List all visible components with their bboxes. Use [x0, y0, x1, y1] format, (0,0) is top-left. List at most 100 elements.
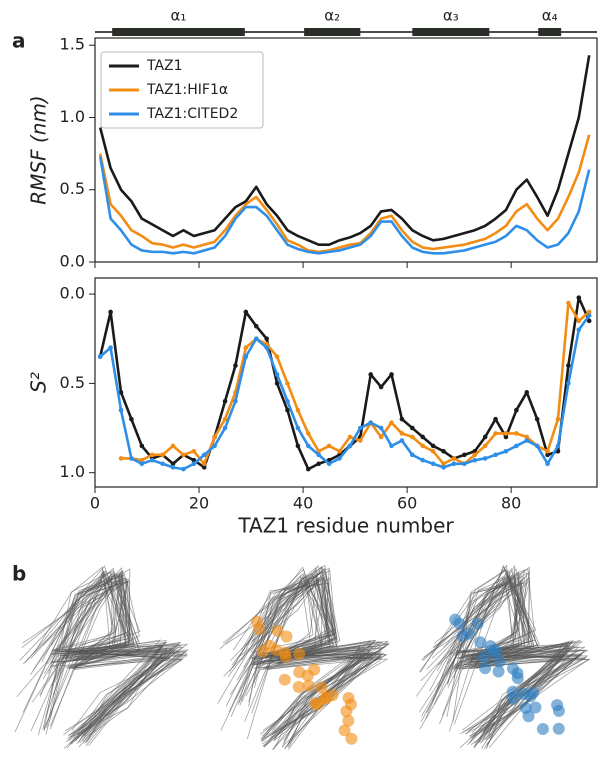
y-tick-label: 0.5 [60, 373, 85, 392]
ligand-atom [293, 648, 306, 661]
point [326, 461, 332, 467]
legend-label: TAZ1:CITED2 [146, 106, 238, 122]
point [285, 407, 290, 413]
point [243, 309, 249, 315]
y-tick-label: 1.0 [60, 107, 85, 126]
point [358, 438, 363, 443]
point [399, 416, 405, 422]
point [285, 381, 290, 386]
ligand-atom [292, 681, 305, 694]
series-line [98, 134, 591, 254]
helix [112, 28, 245, 36]
point [430, 461, 436, 467]
point [566, 381, 571, 386]
backbone-trace [41, 570, 188, 732]
point [576, 327, 582, 333]
point [274, 381, 280, 386]
point [586, 318, 592, 324]
y-tick-label: 0.5 [60, 179, 85, 198]
point [295, 407, 301, 413]
point [368, 372, 374, 377]
y-tick-label: 1.0 [60, 462, 85, 481]
point [482, 434, 488, 440]
legend-box [100, 51, 264, 129]
ligand-atom [492, 665, 505, 678]
point [410, 425, 415, 431]
point [316, 461, 321, 467]
point [430, 448, 436, 454]
point [545, 448, 550, 454]
point [441, 448, 446, 454]
point [451, 456, 457, 461]
panel-label: b [12, 562, 26, 586]
point [201, 465, 207, 470]
point [316, 452, 321, 458]
point [399, 438, 405, 443]
point [545, 461, 550, 467]
point [97, 354, 103, 359]
ligand-atom [271, 624, 284, 637]
point [576, 318, 582, 324]
ligand-atom [279, 650, 292, 663]
series-line [121, 301, 591, 466]
point [170, 461, 176, 467]
point [493, 431, 498, 436]
point [472, 452, 478, 458]
point [181, 452, 186, 458]
point [389, 372, 394, 377]
y-axis-label: S² [27, 372, 51, 393]
backbone-trace [39, 577, 178, 739]
point [243, 354, 249, 359]
point [389, 420, 394, 425]
ligand-atom [278, 673, 291, 686]
y-tick-label: 0.0 [60, 284, 85, 303]
x-tick-label: 40 [293, 494, 313, 513]
helix [304, 28, 361, 36]
plot-frame [94, 37, 598, 263]
ligand-atom [493, 655, 506, 668]
legend-label: TAZ1:HIF1α [146, 82, 228, 98]
ligand-atom [522, 710, 535, 723]
point [129, 456, 134, 461]
point [514, 431, 519, 436]
point [503, 434, 509, 440]
ligand-atom [302, 679, 315, 692]
point [420, 434, 426, 440]
point [503, 448, 509, 454]
point [378, 425, 384, 431]
y-tick-label: 1.5 [60, 35, 85, 54]
point [118, 407, 124, 413]
ligand-atom [552, 722, 565, 735]
point [472, 457, 478, 463]
ligand-atom [529, 701, 542, 714]
point [441, 465, 446, 470]
point [326, 443, 332, 449]
point [524, 390, 530, 395]
point [108, 309, 113, 315]
y-tick-label: 0.0 [60, 252, 85, 271]
point [243, 345, 249, 350]
ligand-atom [463, 627, 476, 640]
point [337, 448, 342, 454]
y-axis-label: RMSF (nm) [27, 95, 51, 204]
ligand-atom [487, 645, 500, 658]
ligand-atom [511, 672, 524, 685]
point [451, 461, 457, 467]
point [170, 443, 176, 449]
point [347, 443, 353, 449]
point [201, 461, 207, 467]
ligand-atom [477, 651, 490, 664]
point [493, 452, 498, 458]
ligand-atom [474, 636, 487, 649]
ligand-atom [311, 698, 324, 711]
point [118, 390, 124, 395]
backbone-trace [37, 574, 183, 736]
x-axis-label: TAZ1 residue number [237, 514, 454, 538]
point [170, 465, 176, 470]
ligand-atom [552, 704, 565, 717]
point [274, 372, 280, 377]
point [420, 457, 426, 463]
helix-label: α₄ [542, 7, 558, 25]
x-tick-label: 0 [90, 494, 100, 513]
